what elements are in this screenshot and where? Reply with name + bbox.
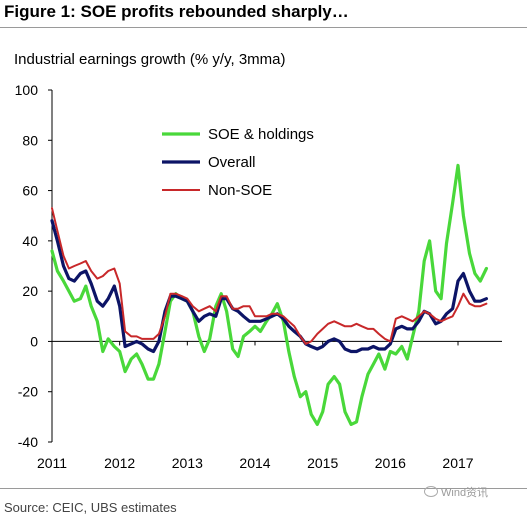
x-tick-label: 2013 (172, 455, 203, 471)
x-tick-label: 2016 (375, 455, 406, 471)
y-axis: -40 -20 0 20 40 60 80 100 (15, 82, 53, 450)
series-line-non-soe (51, 207, 488, 345)
footer-divider (0, 488, 527, 489)
figure-title: Figure 1: SOE profits rebounded sharply… (4, 2, 349, 21)
x-tick-label: 2012 (104, 455, 135, 471)
series-line-overall (50, 219, 488, 354)
series-layer (50, 163, 488, 426)
x-axis: 2011 2012 2013 2014 2015 2016 2017 (37, 340, 502, 471)
legend-label-non-soe: Non-SOE (208, 182, 272, 199)
y-tick-label: 100 (15, 82, 39, 98)
y-tick-label: 60 (22, 183, 38, 199)
legend-label-overall: Overall (208, 154, 256, 171)
watermark: Wind资讯 (424, 484, 488, 500)
legend-label-soe-holdings: SOE & holdings (208, 126, 314, 143)
y-tick-label: 20 (22, 283, 38, 299)
source-note: Source: CEIC, UBS estimates (4, 500, 177, 515)
x-tick-label: 2014 (239, 455, 270, 471)
y-tick-label: -40 (18, 434, 38, 450)
y-tick-label: 80 (22, 132, 38, 148)
chart-subtitle: Industrial earnings growth (% y/y, 3mma) (14, 51, 286, 68)
wechat-icon (424, 486, 438, 497)
title-divider (0, 27, 527, 28)
watermark-text: Wind资讯 (441, 487, 489, 499)
y-tick-label: 40 (22, 233, 38, 249)
x-tick-label: 2011 (37, 455, 67, 471)
legend: SOE & holdings Overall Non-SOE (162, 126, 314, 199)
x-tick-label: 2017 (442, 455, 473, 471)
y-tick-label: -20 (18, 384, 38, 400)
x-tick-label: 2015 (307, 455, 338, 471)
y-tick-label: 0 (30, 333, 38, 349)
